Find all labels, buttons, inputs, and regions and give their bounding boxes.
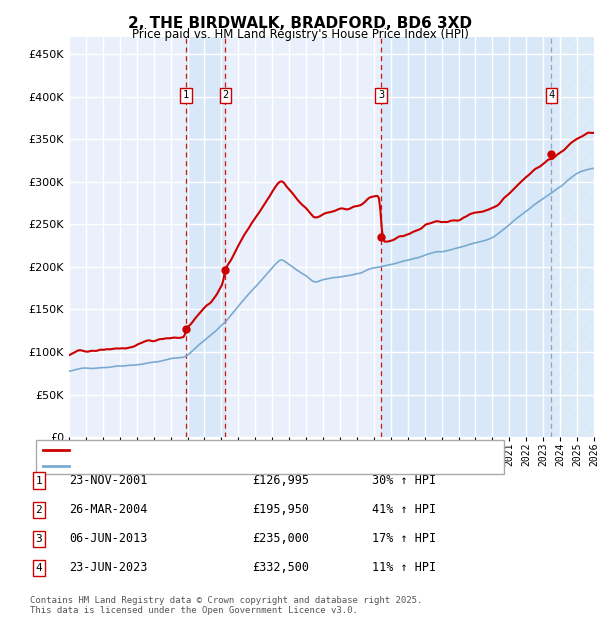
- Text: HPI: Average price, detached house, Bradford: HPI: Average price, detached house, Brad…: [75, 461, 313, 471]
- Text: 41% ↑ HPI: 41% ↑ HPI: [372, 503, 436, 516]
- Bar: [186, 37, 226, 437]
- Bar: [381, 37, 551, 437]
- Text: £195,950: £195,950: [252, 503, 309, 516]
- Text: Contains HM Land Registry data © Crown copyright and database right 2025.
This d: Contains HM Land Registry data © Crown c…: [30, 596, 422, 615]
- Text: 2, THE BIRDWALK, BRADFORD, BD6 3XD: 2, THE BIRDWALK, BRADFORD, BD6 3XD: [128, 16, 472, 30]
- Text: 23-NOV-2001: 23-NOV-2001: [69, 474, 148, 487]
- Text: £126,995: £126,995: [252, 474, 309, 487]
- Text: 17% ↑ HPI: 17% ↑ HPI: [372, 533, 436, 545]
- Text: 4: 4: [548, 90, 554, 100]
- Text: 06-JUN-2013: 06-JUN-2013: [69, 533, 148, 545]
- Text: 3: 3: [35, 534, 43, 544]
- Text: 2, THE BIRDWALK, BRADFORD, BD6 3XD (detached house): 2, THE BIRDWALK, BRADFORD, BD6 3XD (deta…: [75, 445, 380, 454]
- Text: 2: 2: [35, 505, 43, 515]
- Text: 2: 2: [222, 90, 229, 100]
- Text: £235,000: £235,000: [252, 533, 309, 545]
- Text: 1: 1: [35, 476, 43, 485]
- Bar: [551, 37, 594, 437]
- Text: 1: 1: [183, 90, 189, 100]
- Text: 26-MAR-2004: 26-MAR-2004: [69, 503, 148, 516]
- Text: 11% ↑ HPI: 11% ↑ HPI: [372, 562, 436, 574]
- Text: 4: 4: [35, 563, 43, 573]
- Text: £332,500: £332,500: [252, 562, 309, 574]
- Text: 3: 3: [378, 90, 384, 100]
- Text: 23-JUN-2023: 23-JUN-2023: [69, 562, 148, 574]
- Text: Price paid vs. HM Land Registry's House Price Index (HPI): Price paid vs. HM Land Registry's House …: [131, 28, 469, 41]
- Text: 30% ↑ HPI: 30% ↑ HPI: [372, 474, 436, 487]
